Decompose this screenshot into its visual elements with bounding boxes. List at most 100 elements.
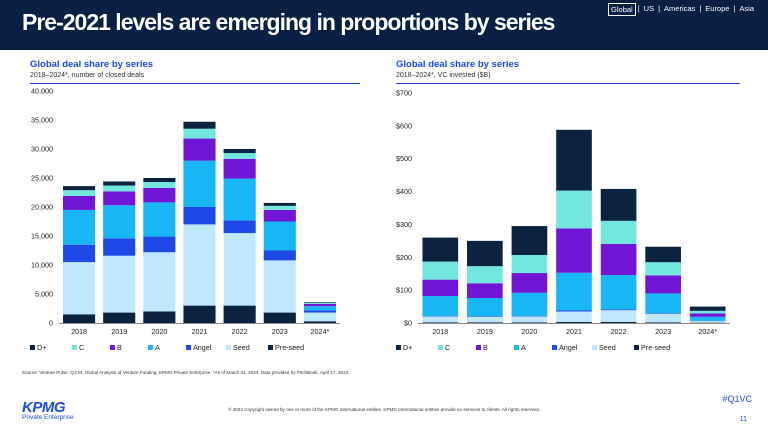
bar-segment-angel — [63, 244, 96, 263]
hashtag: #Q1VC — [722, 394, 752, 404]
legend-swatch — [148, 345, 153, 350]
bar-segment-b — [183, 138, 216, 161]
region-separator: | — [733, 4, 736, 13]
bar-segment-angel — [223, 220, 256, 234]
bar-segment-c — [183, 128, 216, 139]
y-tick-label: 0 — [49, 319, 53, 328]
bar-segment-b — [103, 191, 136, 206]
bar-segment-a — [63, 209, 96, 245]
bar-segment-seed — [103, 255, 136, 313]
legend-label: A — [155, 343, 160, 352]
bar-segment-pre-seed — [223, 305, 256, 323]
bar-segment-pre-seed — [63, 314, 96, 323]
x-tick-label: 2023 — [272, 327, 288, 336]
bar-segment-a — [223, 178, 256, 221]
bar-segment-seed — [223, 233, 256, 306]
x-tick-label: 2022 — [232, 327, 248, 336]
bar-segment-a — [183, 160, 216, 207]
legend-label: Pre-seed — [275, 343, 304, 352]
x-tick-label: 2018 — [71, 327, 87, 336]
legend-label: Seed — [233, 343, 250, 352]
bar-segment-seed — [63, 262, 96, 315]
y-tick-label: 25,000 — [31, 174, 53, 183]
bar-segment-pre-seed — [303, 321, 336, 323]
bar-segment-b — [263, 209, 296, 222]
region-tab-asia[interactable]: Asia — [739, 4, 754, 13]
bar-segment-angel — [263, 250, 296, 261]
bar-segment-angel — [103, 238, 136, 256]
logo-subtitle: Private Enterprise — [22, 414, 74, 421]
bar-segment-b — [303, 303, 336, 307]
legend-label: B — [117, 343, 122, 352]
page-number: 11 — [739, 416, 747, 423]
right-chart-title: Global deal share by series — [396, 59, 520, 70]
bar-segment-c — [223, 153, 256, 159]
bar-segment-c — [63, 190, 96, 196]
legend-swatch — [72, 345, 77, 350]
legend-swatch — [186, 345, 191, 350]
legend-label: Angel — [193, 343, 212, 352]
left-chart-title: Global deal share by series — [30, 59, 154, 70]
legend-swatch — [110, 345, 115, 350]
legend-swatch — [226, 345, 231, 350]
bar-segment-c — [143, 182, 176, 188]
legend-label: D+ — [37, 343, 46, 352]
bar-segment-c — [303, 302, 336, 304]
logo-wordmark: KPMG — [22, 399, 65, 416]
bar-segment-b — [223, 158, 256, 179]
source-note: Source: Venture Pulse, Q1'24, Global Ana… — [22, 370, 350, 375]
region-separator: | — [658, 4, 661, 13]
bar-segment-a — [303, 306, 336, 311]
bar-segment-d- — [63, 186, 96, 191]
bar-segment-seed — [263, 260, 296, 313]
bar-segment-a — [143, 202, 176, 237]
region-tab-global[interactable]: Global — [608, 3, 636, 16]
region-tab-americas[interactable]: Americas — [664, 4, 696, 13]
bar-segment-c — [103, 185, 136, 192]
kpmg-logo: KPMG Private Enterprise — [22, 399, 74, 421]
y-tick-label: 20,000 — [31, 203, 53, 212]
header-banner: Pre-2021 levels are emerging in proporti… — [0, 0, 768, 50]
bar-segment-pre-seed — [103, 312, 136, 323]
region-separator: | — [699, 4, 702, 13]
x-tick-label: 2024* — [311, 327, 330, 336]
y-tick-label: 15,000 — [31, 232, 53, 241]
x-tick-label: 2020 — [151, 327, 167, 336]
bar-segment-d- — [303, 302, 336, 303]
region-tab-europe[interactable]: Europe — [705, 4, 730, 13]
bar-segment-pre-seed — [183, 305, 216, 323]
y-tick-label: 35,000 — [31, 116, 53, 125]
y-tick-label: 5,000 — [35, 290, 53, 299]
legend-swatch — [268, 345, 273, 350]
bar-segment-d- — [103, 181, 136, 186]
region-separator: | — [637, 4, 640, 13]
bar-segment-b — [143, 187, 176, 203]
bar-segment-seed — [143, 252, 176, 312]
left-chart-rule — [30, 83, 360, 84]
right-chart-subtitle: 2018–2024*, VC invested ($B) — [396, 72, 491, 79]
legend-swatch — [30, 345, 35, 350]
region-tab-us[interactable]: US — [643, 4, 655, 13]
legend-label: C — [79, 343, 84, 352]
bar-segment-d- — [223, 149, 256, 154]
page-title: Pre-2021 levels are emerging in proporti… — [22, 9, 555, 35]
bar-segment-d- — [263, 202, 296, 206]
bar-segment-d- — [183, 121, 216, 129]
x-tick-label: 2019 — [111, 327, 127, 336]
bar-segment-angel — [183, 207, 216, 225]
bar-segment-a — [263, 221, 296, 251]
bar-segment-angel — [303, 310, 336, 313]
y-tick-label: 30,000 — [31, 145, 53, 154]
x-tick-label: 2021 — [192, 327, 208, 336]
right-chart-rule — [396, 83, 740, 84]
bar-segment-pre-seed — [263, 312, 296, 323]
copyright-text: © 2024 Copyright owned by one or more of… — [228, 407, 540, 412]
y-tick-label: 40,000 — [31, 87, 53, 96]
bar-segment-c — [263, 205, 296, 210]
bar-segment-a — [103, 205, 136, 239]
bar-segment-d- — [143, 178, 176, 183]
bar-segment-b — [63, 195, 96, 210]
y-tick-label: 10,000 — [31, 261, 53, 270]
bar-segment-pre-seed — [143, 311, 176, 323]
